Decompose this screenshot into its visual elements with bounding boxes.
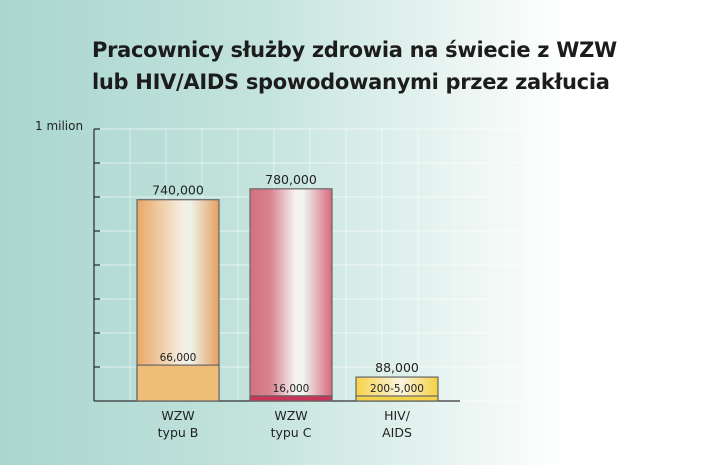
bar-inner-segment [136,364,220,402]
chart-title: Pracownicy służby zdrowia na świecie z W… [92,34,617,98]
title-line-2: lub HIV/AIDS spowodowanymi przez zakłuci… [92,70,610,94]
x-tick-label: HIV/ [384,408,411,423]
x-tick-label: WZW [161,408,194,423]
bar-inner-segment [355,395,439,402]
x-tick-label: WZW [274,408,307,423]
bar-inner-label: 200-5,000 [370,383,424,395]
bar-value-label: 780,000 [265,172,317,187]
bar-value-label: 740,000 [152,183,204,198]
bar-inner-label: 16,000 [273,383,310,395]
bar [249,188,333,402]
bar-inner-segment [249,395,333,402]
x-tick-label: AIDS [382,425,412,440]
x-tick-label: typu C [271,425,312,440]
bar-inner-label: 66,000 [160,352,197,364]
bar-value-label: 88,000 [375,360,419,375]
x-tick-label: typu B [158,425,199,440]
title-line-1: Pracownicy służby zdrowia na świecie z W… [92,38,617,62]
y-axis-label: 1 milion [35,119,83,133]
